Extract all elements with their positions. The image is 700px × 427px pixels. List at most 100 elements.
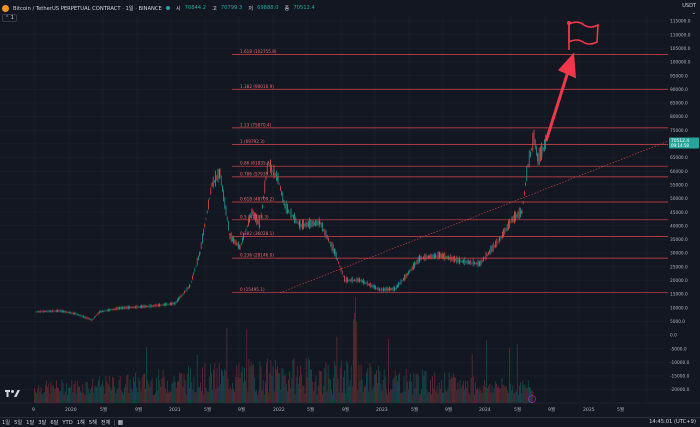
close-value: 70512.4 [293,5,315,11]
price-chart[interactable]: 1.618 (102755.8) 1.382 (90016.9) 1.13 (758… [0,0,700,417]
settings-icon[interactable] [528,395,536,403]
open-value: 70844.2 [184,5,207,11]
volume-bar [357,389,359,403]
x-axis-tick: 2024 [479,407,491,413]
candle-body [540,146,541,162]
candle-body [87,317,89,319]
candle-body [125,306,127,309]
volume-bar [178,380,179,403]
candle-body [343,275,344,277]
trendline[interactable] [279,140,669,293]
volume-bar [340,360,342,403]
arrow-head-icon[interactable] [558,52,576,79]
volume-bar [232,383,233,403]
candle-body [114,309,115,310]
candle-body [119,307,121,309]
range-ytd[interactable]: YTD [62,419,73,426]
candle-body [64,311,66,313]
range-6m[interactable]: 6달 [50,420,59,426]
candle-body [164,303,165,306]
status-dot-icon [165,6,170,10]
candle-body [200,242,202,249]
y-axis-tick: 115000.0 [670,19,691,25]
clock-timezone[interactable]: 14:45:01 (UTC+9) [649,419,696,425]
volume-bar [426,390,428,403]
volume-bar [272,366,274,403]
range-3m[interactable]: 3달 [38,420,47,426]
range-5d[interactable]: 5일 [14,420,23,426]
candle-body [117,307,119,310]
range-1m[interactable]: 1달 [26,420,35,426]
volume-bar [409,381,410,403]
chevron-down-icon[interactable]: ⌄ [691,10,696,16]
candle-body [100,310,102,313]
flag-icon[interactable] [568,21,599,45]
volume-bar [524,384,526,403]
volume-bar [117,388,119,403]
volume-bar [315,375,317,403]
range-all[interactable]: 전체 [100,420,111,426]
range-1y[interactable]: 1해 [76,420,85,426]
candle-body [225,205,227,216]
volume-bar [362,391,364,403]
volume-bar [150,380,152,403]
price-axis[interactable] [668,0,700,417]
bottom-toolbar: 1일 5일 1달 3달 6달 YTD 1해 5해 전체 ▦ 14:45:01 (… [0,417,700,427]
currency-selector[interactable]: USDT [682,3,696,9]
candle-body [332,244,334,253]
volume-bar [133,377,134,403]
range-1d[interactable]: 1일 [2,420,11,426]
volume-bar [398,374,399,403]
y-axis-tick: 60000.0 [670,169,688,175]
volume-bar [226,327,228,403]
flag-top-icon[interactable] [567,21,571,25]
volume-bar [236,365,238,403]
candle-body [384,288,386,291]
volume-bar [238,362,240,403]
volume-bar [388,339,389,403]
volume-bar [349,380,351,403]
indicator-toggle[interactable]: ⌃ 1 [2,14,17,22]
arrow-up-icon[interactable] [544,71,570,142]
volume-bar [188,366,189,403]
candle-body [306,222,308,227]
volume-bar [212,390,213,403]
volume-bar [412,394,414,403]
candle-body [81,315,83,317]
candle-body [192,275,193,280]
volume-bar [167,380,168,403]
volume-bar [449,379,451,403]
volume-bar [479,387,481,403]
volume-bar [435,391,437,403]
volume-bar [518,394,519,403]
candle-body [116,307,118,310]
volume-bar [488,386,490,403]
candle-body [196,257,198,266]
volume-bar [523,385,525,403]
candle-body [527,164,529,167]
candle-body [509,218,510,228]
candle-body [184,291,185,294]
volume-bar [122,392,123,403]
candle-body [138,307,140,308]
range-5y[interactable]: 5해 [88,420,97,426]
volume-bar [393,377,395,403]
volume-bar [230,389,232,403]
volume-bar [262,380,264,403]
symbol-title[interactable]: Bitcoin / TetherUS PERPETUAL CONTRACT · … [13,5,162,12]
x-axis-tick: 2025 [583,407,595,413]
candle-body [314,222,315,225]
volume-bar [351,386,353,403]
volume-bar [266,362,267,403]
candle-body [520,208,521,218]
volume-bar [521,393,523,403]
tradingview-logo-icon[interactable] [4,388,22,398]
fib-level-label: 0.86 (61835.3) [240,161,272,166]
volume-bar [487,388,488,403]
candle-body [304,223,306,227]
volume-bar [285,383,287,403]
volume-bar [303,385,305,403]
calendar-icon[interactable]: ▦ [117,419,124,426]
volume-bar [182,386,184,403]
